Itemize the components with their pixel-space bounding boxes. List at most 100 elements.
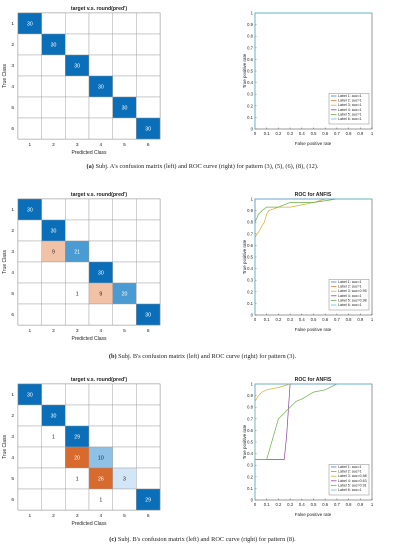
roc-ytick: 0.9: [247, 22, 253, 27]
roc-series-5: [254, 198, 372, 315]
cm-ytick: 2: [11, 413, 14, 419]
cm-cell: [17, 488, 42, 511]
cm-xtick: 4: [99, 142, 102, 148]
cm-xtick: 6: [147, 513, 150, 519]
cm-xtick: 1: [28, 513, 31, 519]
cm-cell: [41, 303, 66, 326]
cm-xtick: 2: [52, 328, 55, 334]
roc-xtick: 0.3: [287, 131, 293, 136]
cm-value: 29: [74, 434, 80, 440]
cm-xtick: 3: [76, 328, 79, 334]
cm-value: 29: [145, 497, 151, 503]
caption-letter: (c): [109, 536, 117, 543]
roc-xtick: 0.8: [346, 317, 352, 322]
cm-cell: [41, 383, 66, 406]
roc-a: 0 0.1 0.2 0.3 0.4 0.5 0.6 0.7 0.8 0.9 1 0 0.1 0.2 0.3 0…: [242, 11, 374, 147]
cm-ylabel: True Class: [2, 250, 8, 274]
cm-cell: [65, 12, 90, 35]
cm-cell: [88, 425, 113, 448]
roc-xtick: 0.1: [264, 131, 270, 136]
cm-cell: [41, 12, 66, 35]
cm-xtick: 3: [76, 513, 79, 519]
roc-series-3: [254, 383, 372, 500]
cm-cell: [17, 446, 42, 469]
cm-cell: [17, 75, 42, 98]
cm-ytick: 4: [11, 270, 14, 276]
cm-value: 30: [98, 270, 104, 276]
cm-value: 30: [27, 207, 33, 213]
roc-ytick: 0.2: [247, 474, 253, 479]
cm-cell: [17, 240, 42, 263]
roc-ytick: 0.3: [247, 278, 253, 283]
cm-cell: [65, 303, 90, 326]
roc-legend-entry: Label 1: auc=1: [338, 94, 362, 98]
cm-value: 1: [76, 291, 79, 297]
cm-cell: [112, 240, 137, 263]
cm-cell: [65, 383, 90, 406]
roc-xtick: 0.5: [311, 317, 317, 322]
cm-xtick: 3: [76, 142, 79, 148]
cm-value: 30: [51, 42, 57, 48]
cm-cell: [136, 425, 161, 448]
cm-cell: [88, 117, 113, 140]
cm-xtick: 6: [147, 142, 150, 148]
roc-ylabel: True positive rate: [242, 424, 247, 459]
cm-cell: [17, 117, 42, 140]
cm-cell: [17, 425, 42, 448]
roc-xtick: 0: [254, 317, 257, 322]
cm-xlabel: Predicted Class: [71, 336, 107, 342]
cm-ylabel: True Class: [2, 64, 8, 88]
roc-xtick: 0.1: [264, 502, 270, 507]
cm-cell: [136, 33, 161, 56]
roc-legend-entry: Label 5: auc=0.91: [338, 483, 367, 487]
roc-xtick: 0.9: [357, 131, 363, 136]
roc-xtick: 0.1: [264, 317, 270, 322]
roc-xtick: 0: [254, 131, 257, 136]
cm-cell: [65, 96, 90, 119]
roc-ytick: 0.6: [247, 57, 253, 62]
cm-cell: [112, 303, 137, 326]
roc-ytick: 0.1: [247, 301, 253, 306]
cm-value: 26: [98, 476, 104, 482]
cm-cell: [136, 75, 161, 98]
cm-cell: [112, 404, 137, 427]
cm-ytick: 1: [11, 21, 14, 27]
cm-cell: [112, 12, 137, 35]
cm-xtick: 6: [147, 328, 150, 334]
roc-legend-entry: Label 6: auc=1: [338, 488, 362, 492]
caption-c: (c) Subj. B's confusion matrix (left) an…: [0, 536, 405, 543]
roc-legend-entry: Label 6: auc=1: [338, 117, 362, 121]
cm-cell: [136, 12, 161, 35]
roc-ytick: 1: [251, 197, 254, 202]
roc-xtick: 0.2: [275, 317, 281, 322]
roc-plot: 0 0.1 0.2 0.3 0.4 0.5 0.6 0.7 0.8 0.9 1 0 0.1 0.2 0.3 0…: [247, 11, 374, 137]
roc-legend-entry: Label 1: auc=1: [338, 465, 362, 469]
cm-cell: [112, 488, 137, 511]
cm-value: 30: [51, 413, 57, 419]
roc-xlabel: False positive rate: [295, 327, 332, 332]
cm-value: 30: [74, 63, 80, 69]
roc-ytick: 0.8: [247, 405, 253, 410]
roc-xtick: 0.6: [322, 131, 328, 136]
cm-cell: [41, 282, 66, 305]
cm-cell: [88, 33, 113, 56]
cm-ytick: 2: [11, 228, 14, 234]
cm-cell: [112, 383, 137, 406]
cm-xtick: 1: [28, 328, 31, 334]
cm-grid: 30 30 1 29 20 10 1 26 3 1 29 1 2 3 4 5 6 1 2 3 4 5 6: [11, 383, 161, 519]
caption-text: Subj. B's confusion matrix (left) and RO…: [118, 353, 297, 360]
roc-ytick: 0: [251, 313, 254, 318]
cm-cell: [41, 488, 66, 511]
cm-value: 30: [145, 126, 151, 132]
cm-value: 9: [52, 249, 55, 255]
roc-ytick: 0.7: [247, 231, 253, 236]
cm-xlabel: Predicted Class: [71, 150, 107, 156]
caption-text: Subj. B's confusion matrix (left) and RO…: [117, 536, 296, 543]
roc-ytick: 0.2: [247, 103, 253, 108]
roc-xtick: 0.5: [311, 502, 317, 507]
cm-grid: 30 30 30 30 30 30 1 2 3 4 5 6 1 2 3 4 5 6: [11, 12, 161, 148]
roc-legend-entry: Label 4: auc=1: [338, 108, 362, 112]
